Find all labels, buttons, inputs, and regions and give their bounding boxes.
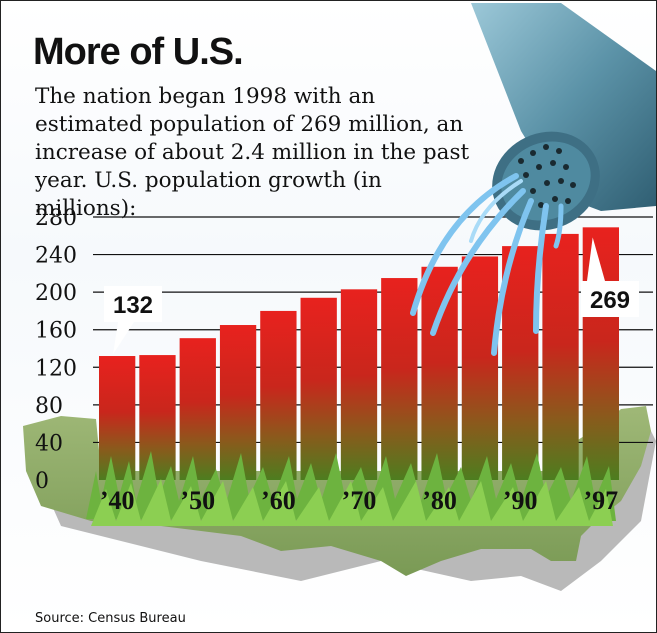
bar	[300, 297, 337, 480]
y-tick-label: 160	[35, 319, 77, 344]
y-tick-label: 80	[35, 394, 63, 419]
x-axis-ticks: ’40 ’50 ’60 ’70 ’80 ’90 ’97	[100, 486, 618, 515]
y-tick-label: 0	[35, 469, 49, 494]
x-tick-label: ’80	[422, 486, 457, 515]
water-streams	[410, 173, 564, 356]
bar	[542, 233, 579, 480]
bar	[219, 325, 257, 480]
bar	[260, 310, 297, 480]
bar	[461, 256, 499, 480]
data-label-pointer	[587, 237, 605, 281]
bar	[99, 356, 136, 480]
data-label-pointer	[113, 322, 134, 355]
x-tick-label: ’40	[100, 486, 135, 515]
x-tick-label: ’50	[180, 486, 215, 515]
y-tick-label: 240	[35, 244, 77, 269]
bar	[139, 355, 176, 480]
data-label: 269	[590, 287, 630, 314]
data-label-box	[581, 281, 639, 317]
watering-can-icon	[471, 3, 656, 231]
y-axis-ticks: 0 40 80 120 160 200 240 280	[35, 206, 77, 494]
data-label-box	[104, 286, 162, 322]
bar	[340, 289, 378, 480]
data-label: 132	[113, 292, 153, 319]
y-tick-label: 280	[35, 206, 77, 231]
x-tick-label: ’70	[342, 486, 377, 515]
chart-subtitle: The nation began 1998 with an estimated …	[35, 84, 470, 221]
x-tick-label: ’97	[584, 486, 619, 515]
y-tick-label: 120	[35, 356, 77, 381]
x-tick-label: ’90	[503, 486, 538, 515]
y-tick-label: 200	[35, 281, 77, 306]
bar	[179, 338, 216, 480]
chart-title: More of U.S.	[33, 31, 244, 73]
bar	[582, 227, 619, 480]
source-note: Source: Census Bureau	[35, 611, 186, 626]
data-labels: 132 269	[104, 237, 639, 355]
grass	[86, 451, 616, 526]
bar	[421, 266, 458, 480]
y-tick-label: 40	[35, 431, 63, 456]
bar	[502, 246, 539, 480]
x-tick-label: ’60	[261, 486, 296, 515]
